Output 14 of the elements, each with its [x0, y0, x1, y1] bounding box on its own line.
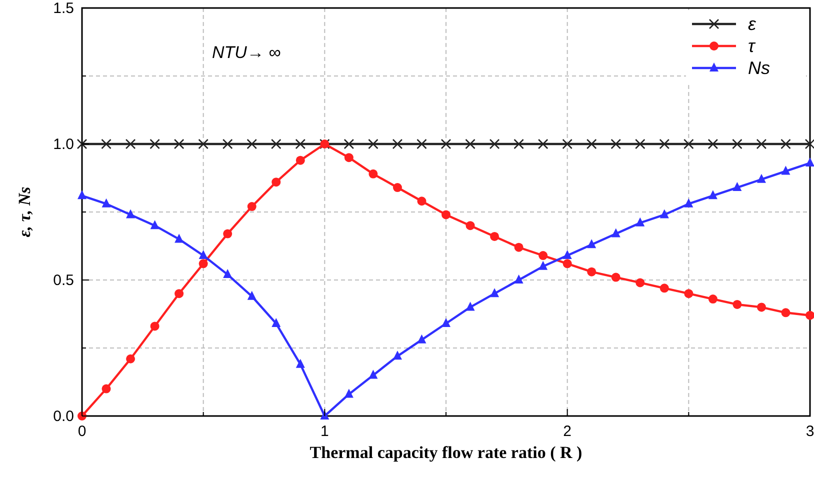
x-tick-label: 3: [806, 423, 814, 440]
y-tick-label: 0.5: [53, 272, 74, 289]
x-tick-label: 0: [78, 423, 86, 440]
legend-label: Ns: [748, 58, 770, 78]
y-tick-label: 1.0: [53, 136, 74, 153]
x-tick-label: 1: [320, 423, 329, 440]
x-axis-title: Thermal capacity flow rate ratio ( R ): [310, 443, 582, 462]
legend-label: ε: [748, 14, 757, 34]
y-tick-label: 1.5: [53, 0, 74, 17]
legend-label: τ: [748, 36, 756, 56]
x-tick-label: 2: [563, 423, 572, 440]
y-axis-title: ε, τ, Ns: [15, 186, 34, 238]
annotation: NTU→ ∞: [212, 43, 281, 62]
y-tick-label: 0.0: [53, 408, 74, 425]
